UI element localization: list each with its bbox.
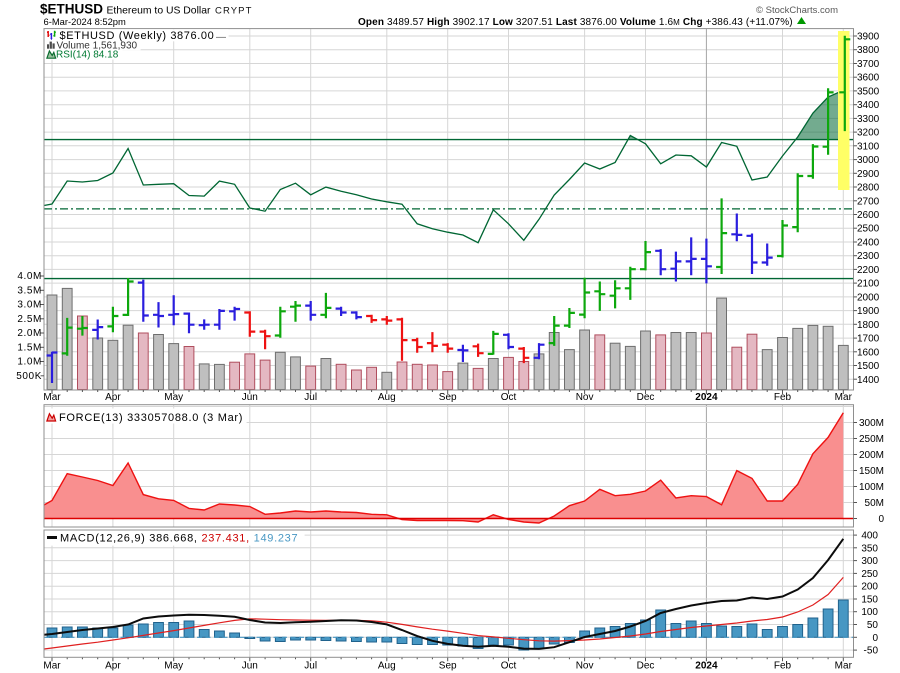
svg-text:300: 300	[861, 556, 878, 567]
svg-text:6-Mar-2024 8:52pm: 6-Mar-2024 8:52pm	[44, 16, 127, 27]
svg-text:1900: 1900	[857, 306, 880, 317]
svg-text:500K: 500K	[16, 371, 42, 382]
svg-text:400: 400	[861, 531, 878, 542]
svg-text:1400: 1400	[857, 375, 880, 386]
svg-text:Ethereum to US Dollar: Ethereum to US Dollar	[107, 6, 211, 17]
svg-text:Mar: Mar	[43, 660, 61, 671]
svg-text:Nov: Nov	[576, 392, 594, 403]
svg-text:1.0M: 1.0M	[17, 357, 42, 368]
svg-text:1600: 1600	[857, 347, 880, 358]
svg-text:Apr: Apr	[105, 392, 121, 403]
svg-text:3500: 3500	[857, 86, 880, 97]
svg-text:Dec: Dec	[637, 660, 655, 671]
svg-text:Jul: Jul	[304, 660, 317, 671]
svg-text:1.5M: 1.5M	[17, 343, 42, 354]
svg-text:May: May	[164, 392, 183, 403]
svg-text:2300: 2300	[857, 251, 880, 262]
svg-text:2200: 2200	[857, 265, 880, 276]
svg-text:3300: 3300	[857, 114, 880, 125]
svg-text:FORCE(13) 333057088.0 (3 Mar): FORCE(13) 333057088.0 (3 Mar)	[59, 412, 243, 424]
svg-text:© StockCharts.com: © StockCharts.com	[756, 5, 838, 16]
svg-text:3.5M: 3.5M	[17, 286, 42, 297]
svg-text:0: 0	[872, 633, 878, 644]
svg-text:RSI(14) 84.18: RSI(14) 84.18	[56, 50, 119, 61]
svg-text:Sep: Sep	[439, 392, 457, 403]
svg-text:3800: 3800	[857, 45, 880, 56]
svg-text:350: 350	[861, 543, 878, 554]
svg-text:Jun: Jun	[242, 660, 258, 671]
svg-text:2024: 2024	[695, 392, 718, 403]
svg-text:1500: 1500	[857, 361, 880, 372]
svg-text:1800: 1800	[857, 320, 880, 331]
svg-text:3100: 3100	[857, 141, 880, 152]
svg-text:200: 200	[861, 582, 878, 593]
svg-text:Mar: Mar	[835, 392, 853, 403]
svg-text:Jul: Jul	[304, 392, 317, 403]
svg-text:Oct: Oct	[501, 392, 517, 403]
svg-text:CRYPT: CRYPT	[215, 5, 253, 16]
svg-text:3700: 3700	[857, 59, 880, 70]
svg-text:300M: 300M	[859, 418, 884, 429]
svg-text:2700: 2700	[857, 196, 880, 207]
svg-text:Mar: Mar	[835, 660, 853, 671]
svg-text:50M: 50M	[865, 498, 884, 509]
svg-text:250: 250	[861, 569, 878, 580]
svg-text:250M: 250M	[859, 434, 884, 445]
svg-text:MACD(12,26,9) 386.668, 237.431: MACD(12,26,9) 386.668, 237.431, 149.237	[60, 533, 298, 545]
svg-text:Oct: Oct	[501, 660, 517, 671]
svg-text:2400: 2400	[857, 238, 880, 249]
svg-text:May: May	[164, 660, 183, 671]
svg-text:Apr: Apr	[105, 660, 121, 671]
svg-text:$ETHUSD: $ETHUSD	[40, 2, 103, 17]
svg-text:3200: 3200	[857, 128, 880, 139]
svg-text:2024: 2024	[695, 660, 718, 671]
svg-text:Jun: Jun	[242, 392, 258, 403]
svg-text:Sep: Sep	[439, 660, 457, 671]
svg-text:Volume 1,561,930: Volume 1,561,930	[57, 41, 138, 52]
svg-text:2000: 2000	[857, 292, 880, 303]
svg-text:Feb: Feb	[774, 660, 792, 671]
svg-text:2800: 2800	[857, 183, 880, 194]
svg-text:3.0M: 3.0M	[17, 300, 42, 311]
svg-text:0: 0	[878, 514, 884, 525]
svg-text:2.0M: 2.0M	[17, 328, 42, 339]
svg-text:3900: 3900	[857, 32, 880, 43]
svg-text:2600: 2600	[857, 210, 880, 221]
svg-text:2900: 2900	[857, 169, 880, 180]
svg-text:4.0M: 4.0M	[17, 271, 42, 282]
svg-text:2.5M: 2.5M	[17, 314, 42, 325]
svg-text:100M: 100M	[859, 482, 884, 493]
svg-text:Aug: Aug	[378, 660, 396, 671]
svg-text:Aug: Aug	[378, 392, 396, 403]
svg-text:Dec: Dec	[637, 392, 655, 403]
svg-text:Open 3489.57 High 3902.17 Low: Open 3489.57 High 3902.17 Low 3207.51 La…	[358, 17, 793, 28]
svg-text:3000: 3000	[857, 155, 880, 166]
svg-text:3600: 3600	[857, 73, 880, 84]
svg-text:Nov: Nov	[576, 660, 594, 671]
svg-text:200M: 200M	[859, 450, 884, 461]
svg-text:50: 50	[867, 620, 879, 631]
svg-text:2100: 2100	[857, 279, 880, 290]
svg-text:-50: -50	[864, 646, 879, 657]
svg-text:$ETHUSD (Weekly) 3876.00: $ETHUSD (Weekly) 3876.00	[60, 30, 215, 42]
svg-text:100: 100	[861, 607, 878, 618]
svg-text:2500: 2500	[857, 224, 880, 235]
svg-text:150: 150	[861, 595, 878, 606]
svg-text:1700: 1700	[857, 334, 880, 345]
svg-text:Mar: Mar	[43, 392, 61, 403]
svg-text:3400: 3400	[857, 100, 880, 111]
svg-text:Feb: Feb	[774, 392, 792, 403]
svg-text:150M: 150M	[859, 466, 884, 477]
